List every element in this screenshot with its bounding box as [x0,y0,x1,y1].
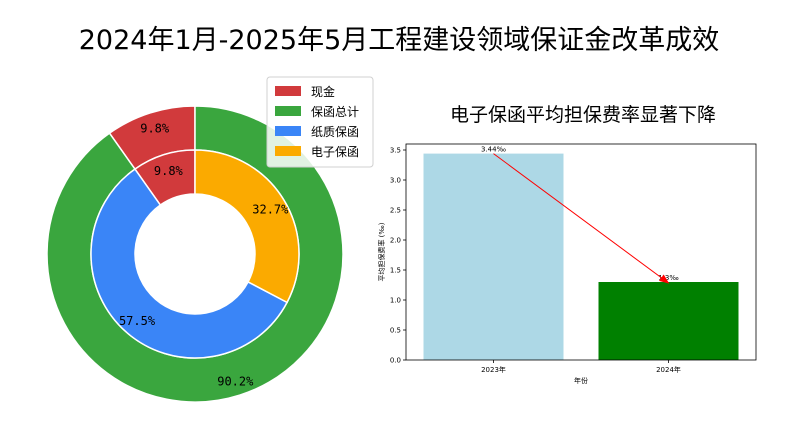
y-tick-label-3: 1.5 [390,267,401,275]
decline-arrow [493,153,670,284]
bar-1 [598,282,739,360]
legend-swatch-2 [275,126,301,136]
y-tick-label-4: 2.0 [390,237,401,245]
legend-swatch-3 [275,146,301,156]
y-tick-label-5: 2.5 [390,207,401,215]
figure-title: 2024年1月-2025年5月工程建设领域保证金改革成效 [78,25,720,56]
legend-swatch-0 [275,86,301,96]
plot-frame [405,143,757,361]
bar-value-label-0: 3.44‰ [481,146,507,154]
inner-ring-slice-1 [90,168,289,359]
y-tick-label-7: 3.5 [390,147,401,155]
outer-ring-slice-label-1: 90.2% [217,375,254,389]
y-axis-label: 平均担保费率 (‰) [377,222,386,281]
y-tick-label-1: 0.5 [390,327,401,335]
x-axis-label: 年份 [574,376,588,385]
legend-label-1: 保函总计 [311,105,359,119]
inner-ring-slice-label-2: 32.7% [252,202,289,216]
bar-0 [423,153,564,360]
legend-label-3: 电子保函 [311,145,359,159]
legend-frame [266,76,374,168]
inner-ring-slice-label-1: 57.5% [119,314,156,328]
legend-label-2: 纸质保函 [311,125,359,139]
legend-swatch-1 [275,106,301,116]
y-tick-label-2: 1.0 [390,297,401,305]
x-tick-label-0: 2023年 [481,365,506,374]
x-tick-label-1: 2024年 [656,365,681,374]
inner-ring-slice-label-0: 9.8% [154,164,184,178]
legend-label-0: 现金 [311,84,335,99]
inner-ring-slice-2 [194,149,300,304]
bar-chart: 电子保函平均担保费率显著下降3.44‰2023年1.3‰2024年0.00.51… [377,104,757,385]
bar-chart-title: 电子保函平均担保费率显著下降 [450,104,716,126]
outer-ring-slice-label-0: 9.8% [140,121,170,135]
y-tick-label-6: 3.0 [390,177,401,185]
y-tick-label-0: 0.0 [390,357,401,365]
donut-chart: 9.8% 90.2% 9.8% 57.5% 32.7% [46,105,344,403]
